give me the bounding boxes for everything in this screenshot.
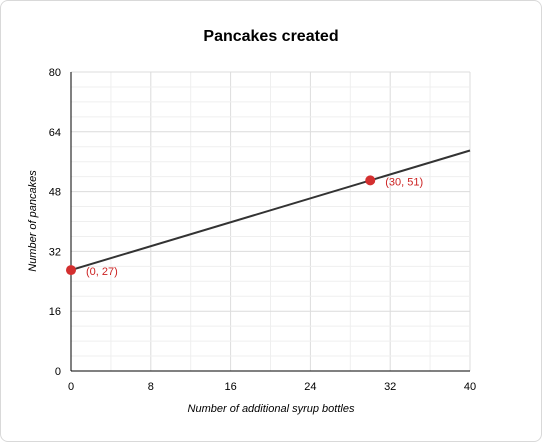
data-point-label: (30, 51) (385, 176, 423, 188)
x-tick-label: 32 (384, 381, 396, 393)
y-tick-labels: 0 16 32 48 64 80 (49, 67, 61, 378)
data-point-label: (0, 27) (86, 266, 118, 278)
series-lines (70, 149, 471, 272)
grid (70, 71, 471, 372)
chart-title: Pancakes created (203, 28, 338, 45)
series-line (70, 149, 471, 272)
y-axis-label: Number of pancakes (27, 170, 39, 272)
data-point (365, 175, 376, 186)
x-tick-label: 16 (224, 381, 236, 393)
y-tick-label: 0 (55, 366, 61, 378)
data-points: (0, 27) (30, 51) (66, 175, 423, 278)
x-axis-label: Number of additional syrup bottles (188, 403, 355, 415)
axes (70, 72, 470, 372)
x-tick-label: 0 (68, 381, 74, 393)
y-tick-label: 16 (49, 306, 61, 318)
x-tick-labels: 0 8 16 24 32 40 (68, 381, 476, 393)
data-point (66, 265, 76, 276)
x-tick-label: 8 (148, 381, 154, 393)
y-tick-label: 80 (49, 67, 61, 79)
y-tick-label: 48 (49, 187, 61, 199)
y-tick-label: 64 (49, 127, 61, 139)
x-tick-label: 40 (464, 381, 476, 393)
y-tick-label: 32 (49, 246, 61, 258)
x-tick-label: 24 (304, 381, 316, 393)
